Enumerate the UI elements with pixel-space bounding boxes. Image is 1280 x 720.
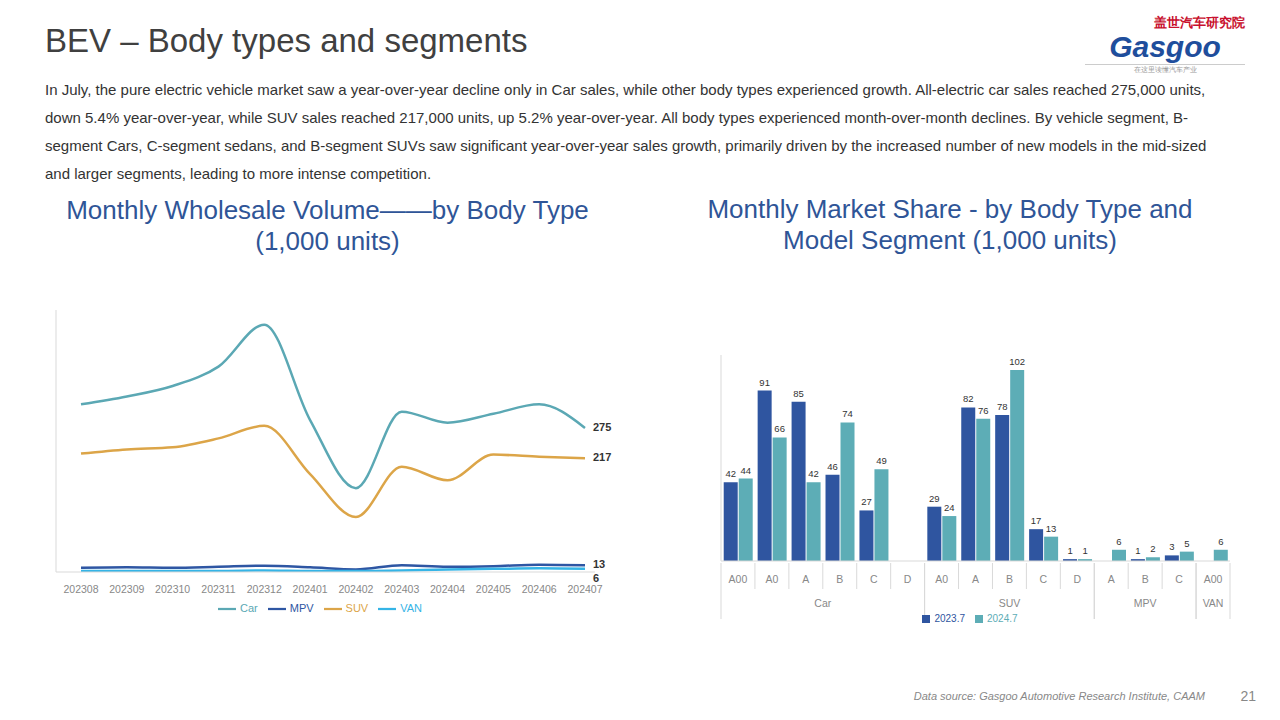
- svg-text:1: 1: [1082, 545, 1087, 556]
- svg-text:1: 1: [1135, 545, 1140, 556]
- svg-text:29: 29: [929, 493, 940, 504]
- html-text:BEV – Body types and segments: BEV – Body types and segments: [45, 22, 528, 59]
- svg-text:A00: A00: [729, 573, 748, 585]
- html-text:Gasgoo: Gasgoo: [1109, 30, 1221, 63]
- svg-text:66: 66: [774, 423, 785, 434]
- svg-text:C: C: [870, 573, 878, 585]
- html-text:在这里读懂汽车产业: 在这里读懂汽车产业: [1133, 66, 1197, 73]
- svg-text:D: D: [1074, 573, 1082, 585]
- svg-text:1: 1: [1067, 545, 1072, 556]
- svg-text:91: 91: [759, 377, 770, 388]
- svg-text:76: 76: [978, 405, 989, 416]
- svg-text:102: 102: [1009, 356, 1025, 367]
- html-text:Car: Car: [240, 601, 258, 614]
- html-text:Data source: Gasgoo Automotive: Data source: Gasgoo Automotive Research …: [913, 690, 1205, 702]
- svg-text:202405: 202405: [476, 583, 511, 595]
- svg-text:13: 13: [1046, 523, 1057, 534]
- svg-text:202311: 202311: [201, 583, 235, 595]
- svg-text:C: C: [1175, 573, 1183, 585]
- svg-text:B: B: [1006, 573, 1013, 585]
- svg-text:202403: 202403: [384, 583, 419, 595]
- html-text:VAN: VAN: [400, 601, 422, 614]
- svg-text:202402: 202402: [338, 583, 373, 595]
- svg-text:78: 78: [997, 401, 1008, 412]
- svg-text:202312: 202312: [247, 583, 282, 595]
- svg-text:A0: A0: [765, 573, 778, 585]
- svg-text:202401: 202401: [293, 583, 328, 595]
- svg-text:VAN: VAN: [1203, 597, 1224, 609]
- svg-text:202309: 202309: [109, 583, 144, 595]
- svg-text:3: 3: [1169, 541, 1174, 552]
- svg-text:42: 42: [725, 468, 736, 479]
- html-text:21: 21: [1240, 688, 1256, 704]
- html-text:SUV: SUV: [345, 601, 369, 614]
- svg-text:13: 13: [593, 558, 605, 570]
- svg-text:SUV: SUV: [999, 597, 1021, 609]
- svg-text:B: B: [1142, 573, 1149, 585]
- svg-text:82: 82: [963, 393, 974, 404]
- svg-text:A0: A0: [935, 573, 948, 585]
- html-text:In July, the pure electric veh: In July, the pure electric vehicle marke…: [45, 81, 1207, 182]
- svg-text:27: 27: [861, 496, 872, 507]
- svg-text:C: C: [1040, 573, 1048, 585]
- svg-text:24: 24: [944, 502, 955, 513]
- svg-text:6: 6: [593, 572, 599, 584]
- svg-text:A00: A00: [1204, 573, 1223, 585]
- svg-text:D: D: [904, 573, 912, 585]
- svg-text:202404: 202404: [430, 583, 465, 595]
- svg-text:B: B: [836, 573, 843, 585]
- svg-text:275: 275: [593, 421, 611, 433]
- svg-text:6: 6: [1116, 536, 1121, 547]
- svg-text:2: 2: [1150, 543, 1155, 554]
- svg-text:202310: 202310: [155, 583, 190, 595]
- svg-text:202406: 202406: [522, 583, 557, 595]
- svg-text:6: 6: [1218, 536, 1223, 547]
- svg-text:202407: 202407: [567, 583, 602, 595]
- html-text:盖世汽车研究院: 盖世汽车研究院: [1154, 15, 1245, 30]
- svg-text:74: 74: [842, 408, 853, 419]
- svg-text:217: 217: [593, 451, 611, 463]
- svg-text:49: 49: [876, 455, 887, 466]
- svg-text:MPV: MPV: [1134, 597, 1157, 609]
- svg-text:42: 42: [808, 468, 819, 479]
- svg-text:5: 5: [1184, 538, 1189, 549]
- svg-text:A: A: [1108, 573, 1115, 585]
- svg-text:17: 17: [1031, 515, 1042, 526]
- svg-text:202308: 202308: [63, 583, 98, 595]
- svg-text:Car: Car: [814, 597, 831, 609]
- svg-text:85: 85: [793, 388, 804, 399]
- html-text:2023.7: 2023.7: [934, 613, 965, 624]
- svg-text:44: 44: [740, 465, 751, 476]
- svg-text:A: A: [972, 573, 979, 585]
- svg-text:A: A: [802, 573, 809, 585]
- html-text:MPV: MPV: [289, 601, 314, 614]
- html-text:2024.7: 2024.7: [987, 613, 1018, 624]
- html-text:Monthly Wholesale Volume——by B: Monthly Wholesale Volume——by Body Type (…: [66, 195, 589, 256]
- html-text:Monthly Market Share - by Body: Monthly Market Share - by Body Type and …: [707, 194, 1193, 255]
- svg-text:46: 46: [827, 461, 838, 472]
